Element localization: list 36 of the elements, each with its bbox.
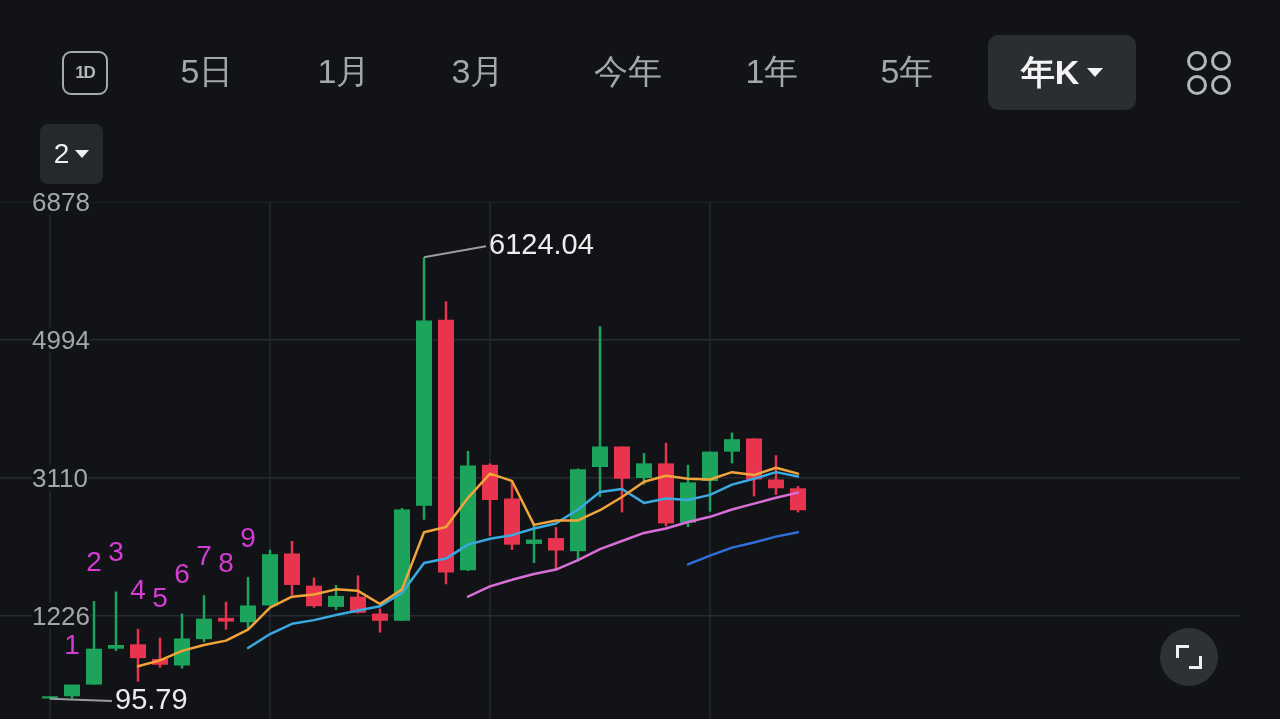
text: 7 [196, 539, 212, 571]
text: 9 [240, 521, 256, 553]
candlestick [724, 431, 740, 465]
candlestick [636, 451, 652, 486]
annotation: 6124.04 [489, 228, 594, 261]
y-tick-label: 6878 [32, 187, 90, 217]
text: 1 [64, 629, 80, 661]
annotation: 2 [86, 545, 102, 577]
outlined-button: 1D [62, 51, 108, 95]
y-tick-label: 3110 [32, 463, 88, 493]
text: 5 [152, 582, 168, 614]
candlestick [196, 593, 212, 644]
candlestick [240, 575, 256, 631]
y-tick-label: 4994 [32, 325, 90, 355]
y-tick-label: 1226 [32, 601, 90, 631]
tab-label: 1月 [317, 53, 371, 91]
candlestick [328, 583, 344, 612]
dropdown-button: 2 [40, 124, 103, 184]
candlestick [790, 484, 806, 514]
candlestick [130, 627, 146, 683]
candlestick [372, 607, 388, 634]
dropdown-button: 年K [988, 35, 1136, 110]
tab-label: 5年 [880, 53, 934, 91]
tab-label: 1年 [745, 53, 799, 91]
annotation: 95.79 [115, 683, 188, 715]
candlestick [768, 454, 784, 497]
text: 3 [108, 536, 124, 568]
tab-label: 3月 [451, 53, 505, 91]
tab-label: 今年 [594, 53, 662, 91]
tab-label: 5日 [180, 53, 234, 91]
text: 4 [130, 573, 146, 605]
text: 6 [174, 558, 190, 590]
candlestick [218, 600, 234, 631]
text: 8 [218, 546, 234, 578]
candlestick [108, 590, 124, 653]
candlestick [592, 325, 608, 499]
